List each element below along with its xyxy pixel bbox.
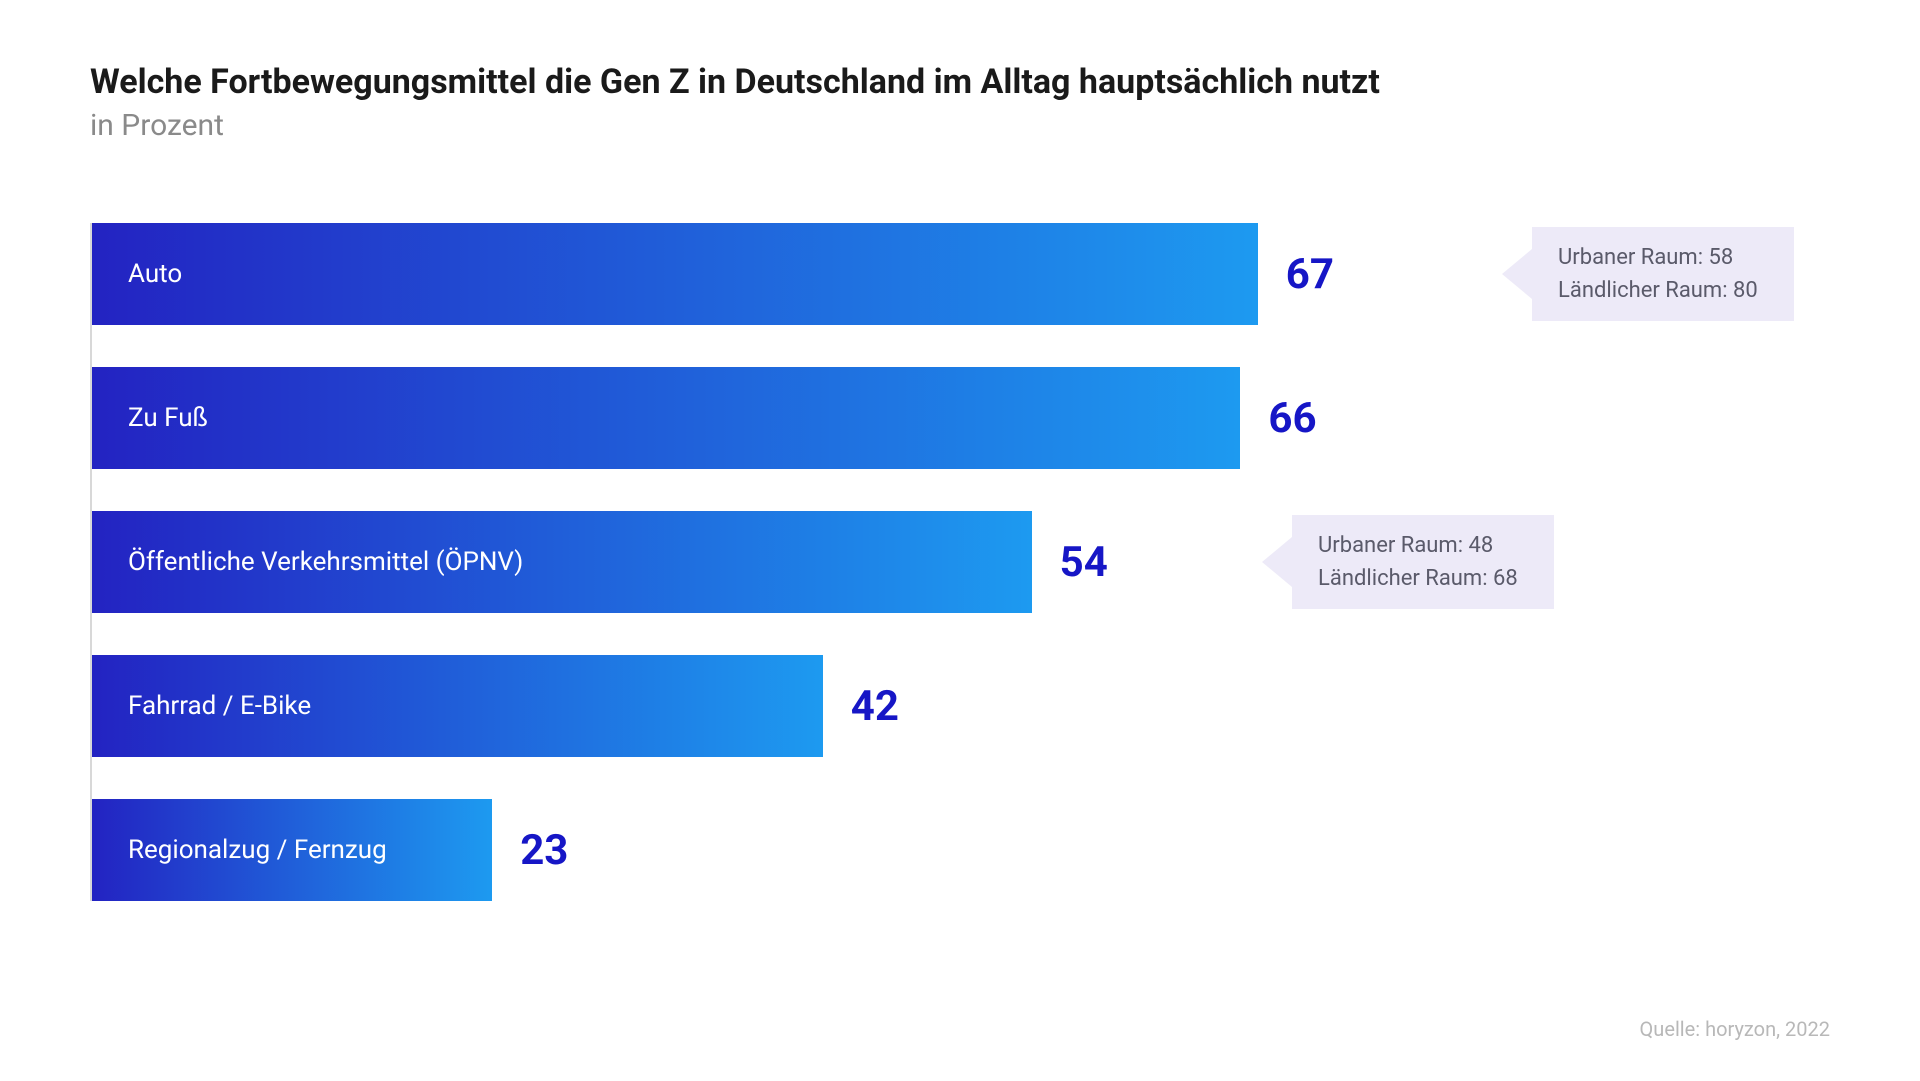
bar-row: Öffentliche Verkehrsmittel (ÖPNV) 54 Urban… [92, 511, 1830, 613]
bar-label: Auto [128, 259, 182, 289]
bar-row: Zu Fuß 66 [92, 367, 1830, 469]
bar: Zu Fuß [92, 367, 1240, 469]
bar: Auto [92, 223, 1258, 325]
bar-row: Auto 67 Urbaner Raum: 58Ländlicher Raum: 8… [92, 223, 1830, 325]
chart-subtitle: in Prozent [90, 108, 1830, 143]
callout-line1: Urbaner Raum: 48 [1318, 529, 1518, 562]
bar-value: 42 [851, 682, 899, 731]
callout: Urbaner Raum: 48Ländlicher Raum: 68 [1262, 515, 1554, 609]
bar: Fahrrad / E-Bike [92, 655, 823, 757]
bar-label: Zu Fuß [128, 403, 208, 433]
callout: Urbaner Raum: 58Ländlicher Raum: 80 [1502, 227, 1794, 321]
source-text: Quelle: horyzon, 2022 [1640, 1017, 1830, 1041]
callout-line2: Ländlicher Raum: 80 [1558, 274, 1758, 307]
bar-row: Fahrrad / E-Bike 42 [92, 655, 1830, 757]
bar-label: Fahrrad / E-Bike [128, 691, 311, 721]
chart-title: Welche Fortbewegungsmittel die Gen Z in … [90, 60, 1830, 104]
bar-label: Öffentliche Verkehrsmittel (ÖPNV) [128, 547, 523, 577]
chart-area: Auto 67 Urbaner Raum: 58Ländlicher Raum: 8… [90, 223, 1830, 901]
callout-arrow-icon [1502, 249, 1532, 299]
callout-line1: Urbaner Raum: 58 [1558, 241, 1758, 274]
bar-value: 23 [520, 826, 568, 875]
bar: Öffentliche Verkehrsmittel (ÖPNV) [92, 511, 1032, 613]
bar-value: 66 [1268, 394, 1316, 443]
bar-value: 54 [1060, 538, 1108, 587]
callout-line2: Ländlicher Raum: 68 [1318, 562, 1518, 595]
callout-box: Urbaner Raum: 58Ländlicher Raum: 80 [1532, 227, 1794, 321]
bar: Regionalzug / Fernzug [92, 799, 492, 901]
bar-row: Regionalzug / Fernzug 23 [92, 799, 1830, 901]
callout-box: Urbaner Raum: 48Ländlicher Raum: 68 [1292, 515, 1554, 609]
callout-arrow-icon [1262, 537, 1292, 587]
bar-label: Regionalzug / Fernzug [128, 835, 387, 865]
bar-value: 67 [1286, 250, 1334, 299]
